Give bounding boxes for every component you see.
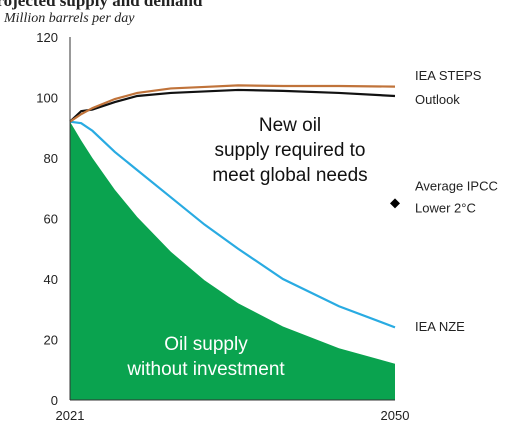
annotation: Oil supply [164,334,248,355]
series-label: Outlook [415,92,460,107]
area [70,121,395,400]
y-tick-label: 80 [44,151,58,166]
y-tick-label: 40 [44,272,58,287]
annotation: meet global needs [212,165,367,186]
y-tick-label: 20 [44,333,58,348]
x-tick-label: 2050 [381,408,410,423]
chart-title: Projected supply and demand [0,0,203,10]
annotation: without investment [126,359,285,380]
y-tick-label: 0 [51,393,58,408]
y-tick-label: 100 [36,91,58,106]
x-tick-label: 2021 [56,408,85,423]
chart-subtitle: Million barrels per day [3,11,135,26]
y-tick-label: 120 [36,30,58,45]
line [69,84,396,123]
y-tick-label: 60 [44,212,58,227]
line [69,120,396,329]
annotation: supply required to [214,140,365,161]
point-label: Average IPCC [415,178,498,193]
line [69,88,396,123]
point [390,198,400,209]
point-label: Lower 2°C [415,200,476,215]
series-label: IEA STEPS [415,68,482,83]
series-label: IEA NZE [415,319,465,334]
annotation: New oil [259,115,321,136]
